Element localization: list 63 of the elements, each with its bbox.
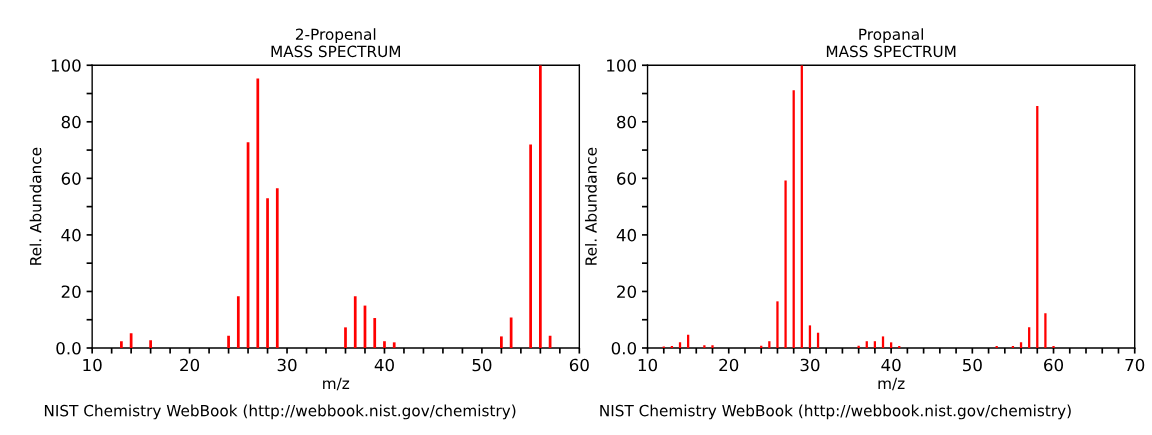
y-tick-label: 80 — [61, 115, 81, 129]
bar — [120, 341, 123, 348]
x-tick-label: 60 — [1044, 358, 1064, 372]
bar — [236, 296, 240, 348]
y-tick-label: 0.0 — [611, 341, 637, 355]
bar — [149, 340, 152, 348]
bar — [275, 188, 279, 348]
x-tick-label: 60 — [569, 358, 589, 372]
x-tick-label: 70 — [1125, 358, 1145, 372]
bar — [256, 78, 260, 348]
x-tick-label: 50 — [963, 358, 982, 372]
bar — [1044, 313, 1047, 348]
x-tick-label: 20 — [180, 358, 200, 372]
text: NIST Chemistry WebBook (http://webbook.nist.gov/chemistry) — [600, 404, 1071, 420]
bar — [266, 198, 269, 348]
bar — [227, 335, 230, 348]
y-tick-label: 20 — [61, 285, 81, 299]
y-tick-label: 100 — [607, 59, 637, 72]
bar — [344, 327, 347, 348]
chart-title: Propanal — [859, 28, 923, 43]
bar — [889, 342, 893, 348]
bar — [711, 345, 714, 348]
bar — [776, 301, 779, 348]
bar — [529, 144, 532, 348]
y-tick-label: 40 — [61, 228, 81, 242]
bar — [881, 336, 885, 348]
bar — [1019, 342, 1023, 348]
bar — [768, 341, 771, 348]
x-tick-label: 20 — [719, 358, 739, 372]
y-tick-label: 60 — [61, 172, 81, 185]
bar — [703, 345, 706, 348]
x-tick-label: 10 — [83, 358, 102, 372]
bar — [392, 342, 396, 348]
bar — [873, 341, 877, 348]
x-axis-title: m/z — [323, 377, 350, 391]
chart-subtitle: MASS SPECTRUM — [826, 45, 956, 58]
bar — [865, 341, 868, 348]
bar — [784, 180, 787, 348]
y-tick-label: 20 — [617, 285, 637, 299]
bar — [353, 296, 357, 348]
y-tick-label: 100 — [51, 59, 81, 72]
x-tick-label: 40 — [881, 358, 901, 372]
bar — [678, 342, 682, 348]
y-tick-label: 0.0 — [56, 341, 81, 355]
bar — [500, 336, 503, 348]
bar — [373, 318, 377, 348]
bar — [808, 325, 812, 348]
chart-subtitle: MASS SPECTRUM — [271, 45, 400, 58]
x-tick-label: 40 — [374, 358, 394, 372]
x-axis-title: m/z — [878, 377, 905, 391]
y-axis-title: Rel. Abundance — [584, 147, 597, 265]
x-tick-label: 50 — [472, 358, 492, 372]
y-tick-label: 60 — [617, 172, 637, 185]
bar — [383, 341, 386, 348]
y-tick-label: 40 — [616, 228, 637, 242]
x-tick-label: 30 — [277, 358, 297, 372]
y-tick-label: 80 — [617, 115, 637, 129]
text: NIST Chemistry WebBook (http://webbook.nist.gov/chemistry) — [44, 404, 516, 420]
bar — [539, 65, 542, 348]
x-tick-label: 30 — [800, 358, 820, 372]
chart-title: 2-Propenal — [295, 28, 376, 43]
x-tick-label: 10 — [638, 358, 658, 372]
y-axis-title: Rel. Abundance — [29, 147, 42, 265]
